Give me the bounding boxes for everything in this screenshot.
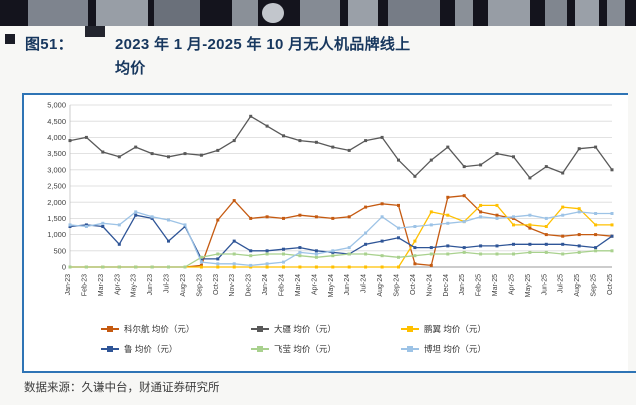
banner-artifact xyxy=(154,0,200,26)
legend-label: 鲁 均价（元） xyxy=(124,344,178,354)
legend-item: 鹏翼 均价（元） xyxy=(401,323,551,335)
source-footer: 数据来源：久谦中台，财通证券研究所 xyxy=(22,371,636,395)
svg-text:Jun-23: Jun-23 xyxy=(147,274,154,296)
legend-marker xyxy=(251,325,269,333)
banner-artifact xyxy=(545,0,567,26)
banner-artifact xyxy=(488,0,530,26)
svg-text:5,000: 5,000 xyxy=(47,101,66,110)
legend-marker xyxy=(101,345,119,353)
line-chart: 0 500 1,000 1,500 2,000 2,500 3,000 3,500 4,000 4… xyxy=(47,101,614,298)
svg-text:3,000: 3,000 xyxy=(47,165,66,174)
svg-text:Jun-25: Jun-25 xyxy=(541,274,548,296)
legend-marker xyxy=(251,345,269,353)
svg-text:Jun-24: Jun-24 xyxy=(344,274,351,296)
svg-text:Jul-23: Jul-23 xyxy=(164,274,171,293)
top-banner-image xyxy=(0,0,636,26)
svg-text:Sep-23: Sep-23 xyxy=(196,274,203,297)
svg-text:Feb-25: Feb-25 xyxy=(476,274,483,296)
legend-item: 鲁 均价（元） xyxy=(101,343,251,355)
svg-text:May-24: May-24 xyxy=(328,274,335,297)
legend-label: 科尔航 均价（元） xyxy=(124,324,195,334)
banner-artifact xyxy=(300,0,340,26)
svg-text:Jan-24: Jan-24 xyxy=(262,274,269,296)
svg-text:Apr-24: Apr-24 xyxy=(311,274,318,295)
svg-text:Aug-24: Aug-24 xyxy=(377,274,384,297)
svg-text:Jan-25: Jan-25 xyxy=(459,274,466,296)
svg-text:Jan-23: Jan-23 xyxy=(65,274,72,296)
legend-label: 鹏翼 均价（元） xyxy=(424,324,486,334)
banner-artifact xyxy=(455,0,473,26)
series-line xyxy=(69,211,612,267)
svg-text:1,500: 1,500 xyxy=(47,214,66,223)
banner-circle-artifact xyxy=(262,3,284,23)
series-line xyxy=(69,214,613,260)
legend-item: 科尔航 均价（元） xyxy=(101,323,251,335)
series-line xyxy=(70,250,612,268)
chart-block: 0 500 1,000 1,500 2,000 2,500 3,000 3,500 4,000 4… xyxy=(22,93,628,371)
banner-artifact xyxy=(85,26,105,37)
svg-text:Sep-25: Sep-25 xyxy=(591,274,598,297)
legend-marker xyxy=(101,325,119,333)
svg-text:2,500: 2,500 xyxy=(47,182,66,191)
svg-text:Jul-24: Jul-24 xyxy=(361,274,368,293)
svg-text:Nov-23: Nov-23 xyxy=(229,274,236,297)
banner-artifact xyxy=(28,0,88,26)
legend-item: 飞莹 均价（元） xyxy=(251,343,401,355)
svg-text:Mar-23: Mar-23 xyxy=(98,274,105,296)
banner-artifact xyxy=(607,0,625,26)
legend-label: 博坦 均价（元） xyxy=(424,344,486,354)
figure-title: 2023 年 1 月-2025 年 10 月无人机品牌线上 均价 xyxy=(115,33,410,81)
svg-text:Oct-24: Oct-24 xyxy=(410,274,417,295)
svg-text:May-25: May-25 xyxy=(525,274,532,297)
svg-text:4,000: 4,000 xyxy=(47,133,66,142)
svg-text:May-23: May-23 xyxy=(131,274,138,297)
banner-artifact xyxy=(232,0,258,26)
svg-text:Apr-23: Apr-23 xyxy=(114,274,121,295)
svg-text:Apr-25: Apr-25 xyxy=(509,274,516,295)
svg-text:3,500: 3,500 xyxy=(47,149,66,158)
svg-text:0: 0 xyxy=(62,263,66,272)
svg-text:1,000: 1,000 xyxy=(47,230,66,239)
svg-text:Oct-25: Oct-25 xyxy=(607,274,614,295)
figure-title-line1: 2023 年 1 月-2025 年 10 月无人机品牌线上 xyxy=(115,36,411,53)
legend-item: 大疆 均价（元） xyxy=(251,323,401,335)
banner-artifact xyxy=(348,0,378,26)
figure-label: 图51： xyxy=(25,36,73,53)
data-source-text: 数据来源：久谦中台，财通证券研究所 xyxy=(24,382,220,394)
legend-marker xyxy=(401,325,419,333)
legend-label: 大疆 均价（元） xyxy=(274,324,336,334)
svg-text:Nov-24: Nov-24 xyxy=(426,274,433,297)
svg-text:Dec-24: Dec-24 xyxy=(443,274,450,297)
banner-artifact xyxy=(575,0,599,26)
svg-text:4,500: 4,500 xyxy=(47,117,66,126)
svg-text:Feb-23: Feb-23 xyxy=(81,274,88,296)
svg-text:Feb-24: Feb-24 xyxy=(279,274,286,296)
svg-text:500: 500 xyxy=(53,246,66,255)
figure-title-line2: 均价 xyxy=(115,60,146,77)
legend-label: 飞莹 均价（元） xyxy=(274,344,336,354)
svg-text:Aug-25: Aug-25 xyxy=(574,274,581,297)
svg-text:2,000: 2,000 xyxy=(47,198,66,207)
svg-text:Jul-25: Jul-25 xyxy=(558,274,565,293)
svg-text:Aug-23: Aug-23 xyxy=(180,274,187,297)
legend-item: 博坦 均价（元） xyxy=(401,343,551,355)
svg-text:Mar-24: Mar-24 xyxy=(295,274,302,296)
svg-text:Oct-23: Oct-23 xyxy=(213,274,220,295)
banner-artifact xyxy=(96,0,148,26)
figure-title-block: 图51： 2023 年 1 月-2025 年 10 月无人机品牌线上 均价 xyxy=(25,33,410,81)
series-line xyxy=(69,115,613,179)
chart-legend: 科尔航 均价（元） 大疆 均价（元） 鹏翼 均价（元） 鲁 均价（元） 飞莹 均价（元）… xyxy=(24,323,628,355)
title-bullet-icon xyxy=(5,34,15,44)
legend-marker xyxy=(401,345,419,353)
svg-text:Sep-24: Sep-24 xyxy=(394,274,401,297)
svg-text:Mar-25: Mar-25 xyxy=(492,274,499,296)
svg-text:Dec-23: Dec-23 xyxy=(246,274,253,297)
banner-artifact xyxy=(388,0,440,26)
series-line xyxy=(70,195,613,268)
